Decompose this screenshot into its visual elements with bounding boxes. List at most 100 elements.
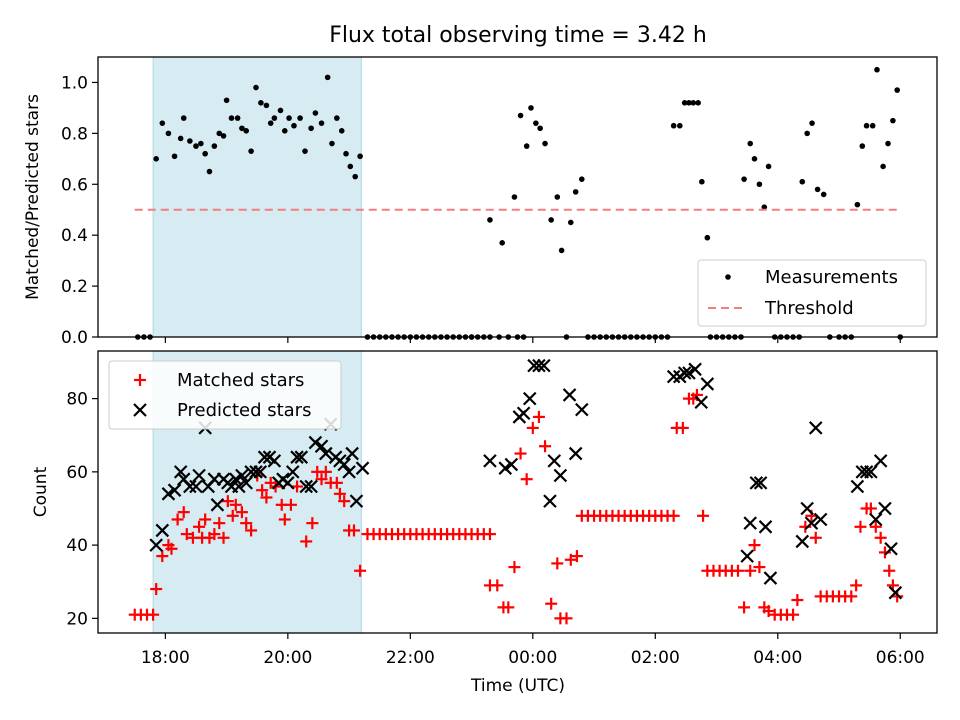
measurement-point <box>894 87 900 93</box>
predicted-star-point <box>189 479 203 494</box>
matched-star-point <box>532 410 545 423</box>
predicted-star-point <box>537 358 551 373</box>
measurement-point <box>528 105 534 111</box>
predicted-star-point <box>253 465 268 479</box>
predicted-star-point <box>873 454 888 468</box>
measurement-point <box>820 191 827 198</box>
predicted-star-point <box>229 472 243 486</box>
predicted-star-point <box>167 483 182 497</box>
matched-star-point <box>514 447 527 460</box>
measurement-point <box>216 130 223 137</box>
predicted-star-point <box>349 494 364 508</box>
matched-star-point <box>217 531 230 544</box>
measurement-point <box>761 204 768 210</box>
measurement-point <box>271 115 278 121</box>
measurement-point <box>198 140 204 147</box>
measurement-point <box>554 194 561 200</box>
predicted-star-point <box>290 450 304 464</box>
matched-star-point <box>570 550 583 563</box>
matched-star-point <box>284 498 297 511</box>
predicted-star-point <box>161 487 176 501</box>
predicted-star-point <box>257 450 272 464</box>
measurement-point <box>206 168 213 175</box>
measurement-point <box>338 128 345 134</box>
matched-star-point <box>748 539 761 552</box>
measurement-point <box>234 115 241 121</box>
matched-star-point <box>147 608 160 621</box>
matched-star-point <box>874 531 887 544</box>
measurement-point <box>308 125 314 132</box>
measurement-point <box>567 219 574 226</box>
measurement-point <box>751 156 758 162</box>
x-tick-label: 02:00 <box>631 648 680 668</box>
matched-star-point <box>213 517 226 530</box>
measurement-point <box>277 107 284 114</box>
measurement-point <box>487 217 493 223</box>
measurement-point <box>211 143 218 149</box>
measurement-point <box>741 176 747 182</box>
predicted-star-point <box>804 516 819 530</box>
matched-star-point <box>278 513 291 526</box>
matched-star-point <box>676 421 689 434</box>
measurement-point <box>765 163 772 170</box>
measurement-point <box>579 176 585 182</box>
predicted-star-point <box>299 479 313 494</box>
measurement-point <box>329 140 335 147</box>
measurement-point <box>499 240 505 246</box>
bottom-y-axis-label: Count <box>31 466 51 517</box>
predicted-star-point <box>878 501 892 516</box>
predicted-legend-marker <box>133 403 147 417</box>
top-x-ticks <box>164 337 901 343</box>
measurement-point <box>281 128 288 134</box>
matched-star-point <box>520 473 533 486</box>
measurement-point <box>799 178 806 185</box>
matched-star-point <box>731 564 744 577</box>
predicted-star-point <box>342 465 356 479</box>
matched-star-point <box>319 465 332 478</box>
predicted-stars-points <box>149 358 903 600</box>
matched-star-point <box>539 440 552 453</box>
predicted-star-point <box>740 549 754 563</box>
measurement-point <box>756 181 763 188</box>
measurement-point <box>171 153 178 160</box>
measurement-point <box>343 150 349 157</box>
matched-star-point <box>256 484 269 497</box>
matched-star-point <box>221 495 234 508</box>
matched-star-point <box>229 498 242 511</box>
measurement-point <box>747 140 754 147</box>
predicted-star-point <box>355 461 370 475</box>
predicted-star-point <box>345 446 359 461</box>
top-y-ticks: 0.0 0.2 0.4 0.6 0.8 1.0 <box>61 73 98 348</box>
measurement-point <box>523 143 530 149</box>
x-tick-label: 18:00 <box>141 648 190 668</box>
predicted-star-point <box>149 538 163 552</box>
matched-star-point <box>697 509 710 522</box>
top-shaded-span <box>152 56 362 338</box>
legend-measurements-label: Measurements <box>765 267 898 288</box>
predicted-star-point <box>281 476 295 490</box>
matched-star-point <box>738 601 751 614</box>
predicted-star-point <box>743 516 757 530</box>
predicted-star-point <box>575 402 589 417</box>
measurement-point <box>220 133 227 139</box>
measurements-legend-marker <box>725 274 731 280</box>
measurement-point <box>537 125 543 132</box>
predicted-star-point <box>763 571 778 585</box>
top-y-tick-label: 1.0 <box>61 73 88 93</box>
measurement-point <box>542 140 548 147</box>
predicted-star-point <box>568 446 583 461</box>
matched-star-point <box>235 506 248 519</box>
measurement-point <box>704 234 711 241</box>
matched-star-point <box>551 557 564 570</box>
predicted-star-point <box>304 479 318 494</box>
top-axes-frame <box>97 56 938 338</box>
predicted-star-point <box>267 454 282 468</box>
measurement-point <box>869 122 876 129</box>
measurement-point <box>263 102 270 109</box>
matched-star-point <box>338 495 351 508</box>
predicted-star-point <box>239 476 253 490</box>
measurement-point <box>297 115 303 121</box>
predicted-star-point <box>868 512 883 527</box>
matched-star-point <box>300 535 313 548</box>
